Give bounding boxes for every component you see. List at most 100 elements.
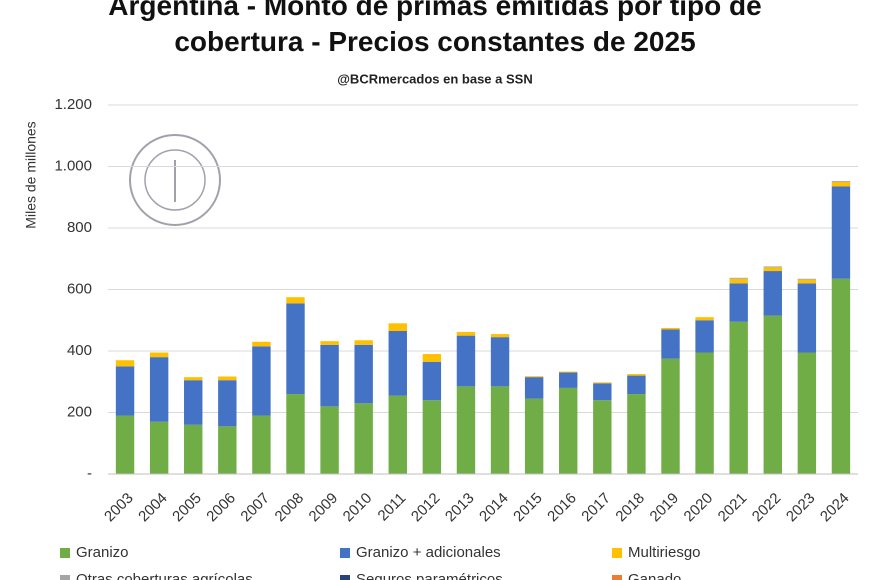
x-tick-label: 2015	[510, 490, 546, 526]
bar-segment	[320, 341, 339, 345]
bar-segment	[797, 279, 817, 284]
bar-segment	[729, 283, 748, 322]
bar-segment	[763, 266, 782, 268]
legend-label: Seguros paramétricos	[356, 571, 503, 580]
y-tick-label: 1.000	[54, 157, 92, 174]
legend-label: Ganado	[628, 571, 681, 580]
bar-segment	[593, 382, 612, 384]
bar-segment	[729, 321, 748, 474]
bar-segment	[456, 331, 476, 336]
x-tick-label: 2004	[135, 490, 171, 526]
x-tick-label: 2013	[442, 490, 478, 526]
bar-segment	[149, 421, 169, 474]
bar-segment	[115, 415, 135, 474]
bar-segment	[661, 329, 680, 359]
bar-segment	[320, 344, 339, 407]
bar-segment	[456, 335, 476, 387]
legend-label: Otras coberturas agrícolas	[76, 571, 253, 580]
bar-segment	[524, 377, 544, 399]
bar-segment	[661, 358, 680, 474]
bar-segment	[490, 337, 510, 387]
y-tick-label: 1.200	[54, 96, 92, 113]
legend-swatch	[612, 548, 622, 558]
bar-segment	[252, 341, 271, 347]
legend-swatch	[60, 548, 70, 558]
logo	[129, 134, 221, 226]
y-tick-label: 200	[67, 403, 92, 420]
bar-segment	[115, 360, 135, 367]
x-tick-label: 2003	[101, 490, 137, 526]
bar-segment	[729, 278, 748, 284]
x-tick-label: 2023	[783, 490, 819, 526]
y-tick-label: -	[87, 465, 92, 482]
x-tick-label: 2021	[715, 490, 751, 526]
bar-segment	[456, 386, 476, 474]
bar-segment	[252, 415, 271, 474]
x-tick-label: 2005	[169, 490, 205, 526]
bar-segment	[422, 354, 442, 362]
bar-segment	[490, 386, 510, 474]
bar-segment	[797, 283, 817, 353]
bar-segment	[354, 344, 373, 404]
legend-label: Granizo	[76, 544, 129, 561]
y-tick-label: 400	[67, 342, 92, 359]
bar-segment	[627, 374, 646, 376]
bar-segment	[831, 180, 851, 182]
bar-segment	[422, 361, 442, 401]
bar-segment	[695, 320, 714, 353]
bar-segment	[695, 317, 714, 321]
y-tick-label: 600	[67, 280, 92, 297]
bar-segment	[149, 352, 169, 358]
chart-subtitle: @BCRmercados en base a SSN	[337, 71, 532, 86]
bar-segment	[763, 271, 782, 316]
bar-segment	[218, 380, 237, 427]
legend-swatch	[340, 575, 350, 580]
x-tick-label: 2010	[340, 490, 376, 526]
bar-segment	[218, 376, 237, 381]
bar-segment	[354, 403, 373, 474]
chart-title: Argentina - Monto de primas emitidas por…	[108, 0, 762, 57]
x-tick-label: 2009	[306, 490, 342, 526]
bar-segment	[149, 357, 169, 422]
legend-label: Granizo + adicionales	[356, 544, 501, 561]
bar-segment	[559, 372, 578, 388]
legend-swatch	[60, 575, 70, 580]
bar-segment	[524, 398, 544, 474]
x-tick-label: 2020	[681, 490, 717, 526]
bar-segment	[593, 383, 612, 401]
bar-segment	[763, 315, 782, 474]
x-tick-label: 2018	[612, 490, 648, 526]
bar-segment	[763, 267, 782, 272]
bar-segment	[661, 327, 680, 330]
x-tick-label: 2008	[272, 490, 308, 526]
bar-segment	[490, 334, 510, 338]
bar-segment	[184, 380, 203, 425]
bar-segment	[286, 394, 305, 474]
bar-segment	[354, 340, 373, 345]
bar-segment	[627, 394, 646, 474]
bar-segment	[320, 406, 339, 474]
bar-segment	[831, 181, 851, 187]
legend-label: Multiriesgo	[628, 544, 701, 561]
legend-swatch	[612, 575, 622, 580]
bar-segment	[729, 277, 748, 279]
bar-segment	[388, 331, 407, 396]
bar-segment	[797, 352, 817, 474]
legend-swatch	[340, 548, 350, 558]
x-tick-label: 2017	[578, 490, 614, 526]
x-tick-label: 2016	[544, 490, 580, 526]
bar-segment	[115, 366, 135, 416]
x-tick-label: 2014	[476, 490, 512, 526]
bar-segment	[286, 297, 305, 304]
bar-segment	[422, 400, 442, 474]
x-tick-label: 2006	[203, 490, 239, 526]
bar-segment	[388, 395, 407, 474]
x-tick-label: 2024	[817, 490, 853, 526]
bar-segment	[218, 426, 237, 474]
x-tick-label: 2012	[408, 490, 444, 526]
bar-segment	[388, 323, 407, 332]
bar-segment	[559, 387, 578, 474]
y-axis-label: Miles de millones	[23, 121, 39, 228]
